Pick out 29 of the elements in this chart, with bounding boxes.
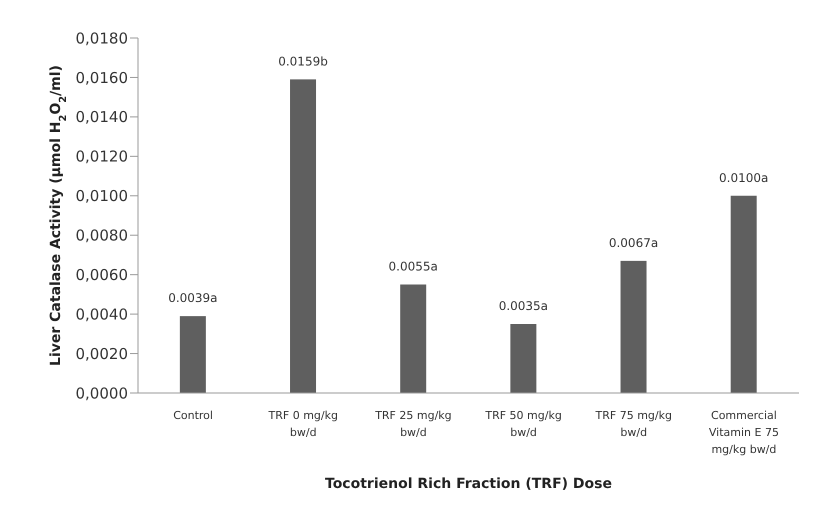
y-tick-label: 0,0060 xyxy=(76,266,128,284)
data-label: 0.0055a xyxy=(388,260,438,274)
y-tick-label: 0,0120 xyxy=(76,148,128,166)
x-tick-label: TRF 50 mg/kg bw/d xyxy=(484,409,562,439)
y-tick-label: 0,0020 xyxy=(76,344,128,363)
x-tick-label: TRF 75 mg/kg bw/d xyxy=(594,409,672,439)
x-tick-label: TRF 0 mg/kg bw/d xyxy=(268,409,338,439)
x-axis-title: Tocotrienol Rich Fraction (TRF) Dose xyxy=(325,476,612,492)
y-tick-label: 0,0000 xyxy=(76,384,128,402)
x-tick-label: TRF 25 mg/kg bw/d xyxy=(374,409,452,439)
x-tick-label: Commercial Vitamin E 75 mg/kg bw/d xyxy=(708,409,779,456)
y-tick-label: 0,0080 xyxy=(76,226,128,245)
y-tick-label: 0,0140 xyxy=(76,108,128,126)
bar xyxy=(290,79,316,393)
bar xyxy=(400,284,426,393)
data-label: 0.0067a xyxy=(608,236,658,250)
data-label: 0.0100a xyxy=(719,170,768,185)
bar xyxy=(730,196,757,393)
y-tick-label: 0,0040 xyxy=(76,305,128,324)
bar xyxy=(180,316,206,393)
bar xyxy=(620,260,647,393)
y-tick-label: 0,0100 xyxy=(76,187,128,206)
x-tick-label: Control xyxy=(173,409,213,422)
bar xyxy=(510,324,536,393)
y-tick-label: 0,0160 xyxy=(76,68,128,87)
data-label: 0.0035a xyxy=(498,298,548,313)
y-tick-label: 0,0180 xyxy=(76,29,128,48)
data-label: 0.0159b xyxy=(278,54,328,68)
data-label: 0.0039a xyxy=(168,291,218,306)
